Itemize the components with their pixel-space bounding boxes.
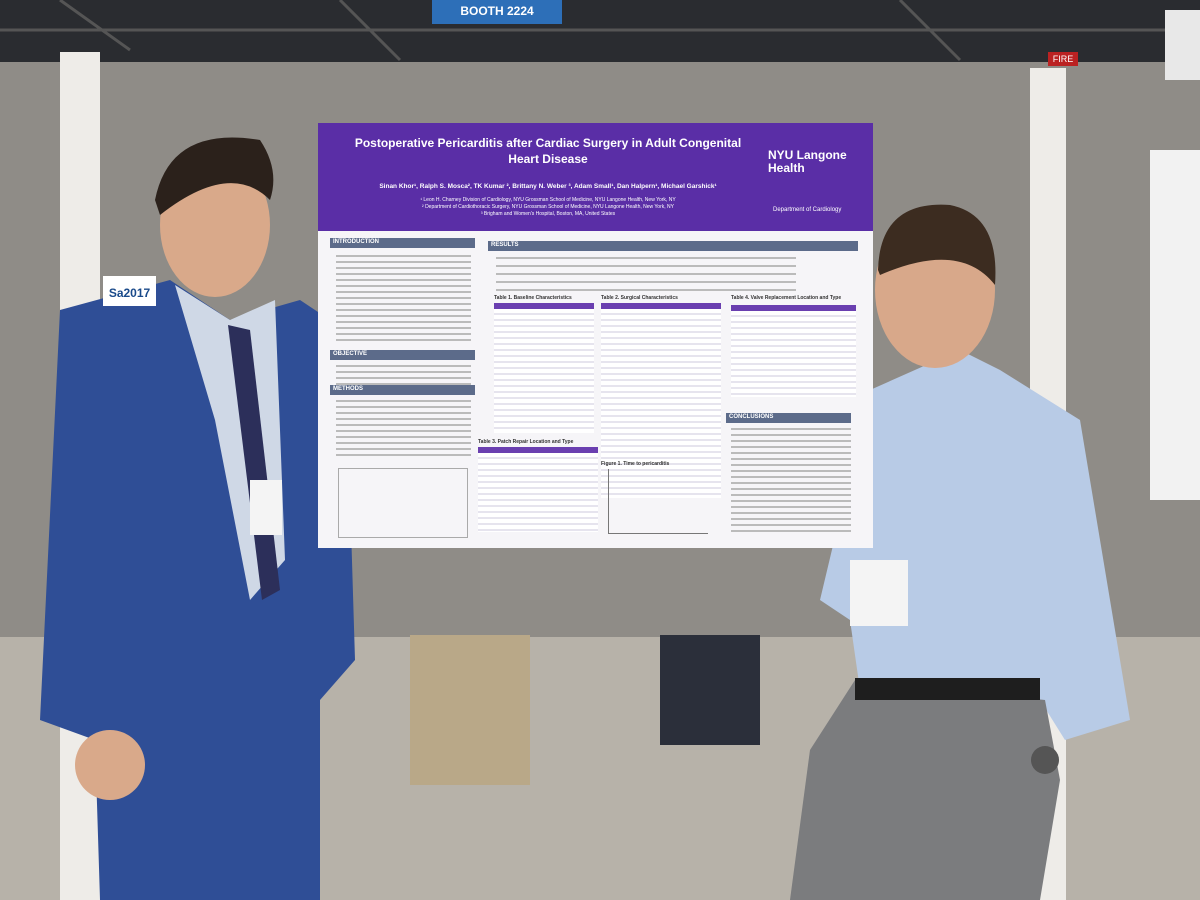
text-block	[731, 428, 851, 533]
badge	[850, 560, 908, 626]
section-heading: METHODS	[330, 385, 475, 395]
neighbor-sign	[1165, 10, 1200, 80]
section-heading: RESULTS	[488, 241, 858, 251]
table	[478, 447, 598, 532]
affiliation: ³ Brigham and Women's Hospital, Boston, …	[480, 211, 616, 217]
section-heading: INTRODUCTION	[330, 238, 475, 248]
table-caption: Table 2. Surgical Characteristics	[601, 295, 678, 301]
watch	[1031, 746, 1059, 774]
table	[731, 305, 856, 397]
table	[601, 303, 721, 498]
affiliation: ² Department of Cardiothoracic Surgery, …	[422, 204, 674, 210]
bystander	[410, 635, 530, 785]
affiliation: ¹ Leon H. Charney Division of Cardiology…	[420, 197, 676, 203]
logo: NYU Langone Health	[768, 148, 847, 175]
poster-header	[318, 123, 873, 231]
table	[494, 303, 594, 433]
department: Department of Cardiology	[773, 207, 842, 213]
trusses	[0, 0, 1200, 62]
fire-sign: FIRE	[1048, 52, 1078, 66]
text-block	[336, 255, 471, 343]
table-caption: Table 3. Patch Repair Location and Type	[478, 439, 574, 445]
flow-diagram	[338, 468, 468, 538]
figure	[608, 469, 708, 534]
authors: Sinan Khor¹, Ralph S. Mosca², TK Kumar ²…	[379, 183, 717, 190]
ceiling	[0, 0, 1200, 70]
affiliations: ¹ Leon H. Charney Division of Cardiology…	[338, 197, 758, 218]
person-hair	[878, 204, 996, 285]
text-block	[336, 365, 471, 385]
text-block	[496, 257, 796, 293]
table-caption: Table 4. Valve Replacement Location and …	[731, 295, 842, 301]
person-hand	[75, 730, 145, 800]
poster-title: Postoperative Pericarditis after Cardiac…	[354, 136, 742, 166]
person-shirt	[820, 350, 1130, 740]
table-caption: Table 1. Baseline Characteristics	[494, 295, 572, 301]
belt	[855, 678, 1040, 700]
bystander	[660, 635, 760, 745]
booth-sign: BOOTH 2224	[432, 0, 562, 24]
neighbor-poster	[1150, 150, 1200, 500]
board-number: Sa2017	[103, 276, 156, 306]
figure-caption: Figure 1. Time to pericarditis	[601, 461, 670, 467]
badge	[250, 480, 282, 535]
person-pants	[790, 680, 1060, 900]
text-block	[336, 400, 471, 460]
section-heading: CONCLUSIONS	[726, 413, 851, 423]
person-hair	[155, 137, 274, 215]
poster: Postoperative Pericarditis after Cardiac…	[318, 123, 873, 548]
section-heading: OBJECTIVE	[330, 350, 475, 360]
